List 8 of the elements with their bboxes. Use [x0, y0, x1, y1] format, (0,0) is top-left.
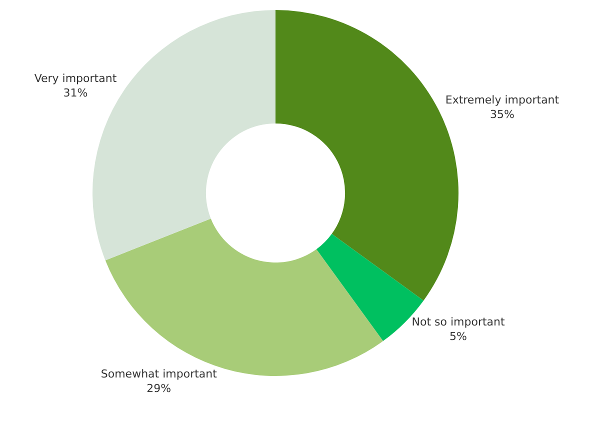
data-label: 31%	[63, 86, 88, 100]
slice-label: Extremely important	[445, 93, 560, 106]
data-label: 35%	[490, 108, 514, 121]
data-label: 29%	[146, 382, 172, 395]
slice-label: Not so important	[412, 316, 506, 329]
data-label: 5%	[450, 330, 467, 343]
slice-label: Very important	[34, 72, 118, 86]
slice-label: Somewhat important	[100, 368, 218, 381]
